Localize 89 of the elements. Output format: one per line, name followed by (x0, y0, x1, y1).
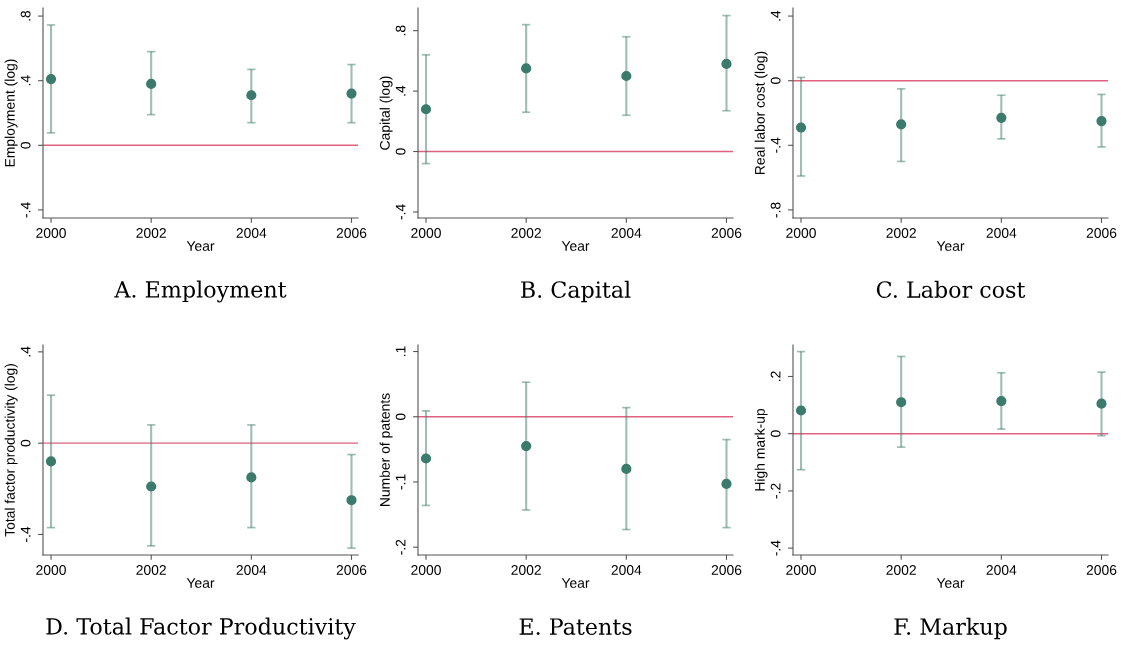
y-axis-title: Total factor productivity (log) (4, 364, 18, 537)
text: D. Total Factor Productivity (46, 617, 356, 640)
y-axis-title: High mark-up (754, 408, 768, 491)
x-tick-label: 2006 (1086, 228, 1117, 238)
x-axis-title: Year (936, 241, 965, 251)
y-tick-label: -.4 (395, 204, 406, 220)
y-tick-label: .8 (395, 25, 406, 36)
x-tick-label: 2004 (236, 565, 267, 575)
x-tick-label: 2004 (986, 228, 1017, 238)
x-tick-label: 2006 (336, 565, 367, 575)
point (521, 441, 532, 452)
y-tick-label: 0 (395, 148, 406, 155)
y-tick-label: .2 (770, 371, 781, 381)
x-tick-label: 2002 (886, 565, 916, 575)
x-tick-label: 2002 (136, 565, 166, 575)
y-tick-label: -.4 (770, 540, 781, 556)
x-axis-title: Year (186, 241, 215, 251)
point (996, 395, 1007, 407)
point (896, 119, 907, 130)
x-tick-label: 2000 (36, 565, 66, 575)
x-tick-label: 2006 (711, 228, 742, 238)
point (795, 122, 807, 133)
y-tick-label: .4 (20, 75, 31, 86)
x-tick-label: 2004 (611, 565, 642, 575)
text: F. Markup (894, 617, 1007, 640)
x-tick-label: 2000 (411, 565, 441, 575)
x-tick-label: 2002 (511, 565, 541, 575)
y-tick-label: -.2 (395, 539, 406, 555)
x-tick-label: 2006 (1086, 565, 1117, 575)
point (721, 478, 732, 489)
x-tick-label: 2006 (336, 228, 367, 238)
y-tick-label: .4 (395, 85, 406, 96)
point (246, 472, 257, 483)
point (146, 78, 157, 90)
y-tick-label: 0 (20, 439, 31, 447)
x-axis-title: Year (186, 578, 215, 588)
x-tick-label: 2000 (411, 228, 441, 238)
point (146, 481, 157, 492)
point (621, 70, 632, 82)
point (521, 63, 532, 74)
x-tick-label: 2004 (986, 565, 1017, 575)
point (346, 88, 357, 99)
point (621, 463, 632, 474)
text: E. Patents (519, 618, 632, 635)
y-tick-label: .4 (20, 346, 31, 357)
point (45, 73, 57, 85)
y-tick-label: -.2 (770, 483, 781, 499)
text: A. Employment (114, 280, 287, 303)
x-axis-title: Year (561, 578, 590, 588)
point (45, 456, 57, 467)
y-tick-label: 0 (770, 77, 781, 85)
point (996, 112, 1007, 123)
point (721, 58, 732, 69)
y-tick-label: -.4 (770, 137, 781, 153)
point (246, 90, 257, 101)
x-tick-label: 2006 (711, 565, 742, 575)
y-axis-title: Capital (log) (379, 76, 393, 150)
text: C. Labor cost (876, 280, 1026, 298)
x-tick-label: 2004 (236, 228, 267, 238)
point (1096, 115, 1107, 127)
point (420, 453, 432, 464)
point (346, 495, 357, 506)
y-tick-label: 0 (770, 430, 781, 438)
x-tick-label: 2002 (136, 228, 166, 238)
y-tick-label: -.4 (20, 526, 31, 542)
point (1096, 398, 1107, 409)
x-tick-label: 2000 (786, 565, 816, 575)
y-axis-title: Employment (log) (4, 59, 18, 167)
y-tick-label: -.4 (20, 202, 31, 218)
point (420, 104, 432, 115)
y-axis-title: Real labor cost (log) (754, 51, 768, 174)
x-axis-title: Year (936, 578, 965, 588)
text: B. Capital (521, 280, 631, 303)
y-tick-label: .4 (770, 10, 781, 21)
point (896, 397, 907, 408)
y-tick-label: .1 (395, 346, 406, 357)
x-tick-label: 2000 (786, 228, 816, 238)
x-tick-label: 2002 (886, 228, 916, 238)
y-tick-label: -.8 (770, 202, 781, 218)
x-tick-label: 2002 (511, 228, 541, 238)
x-axis-title: Year (561, 241, 590, 251)
y-tick-label: 0 (395, 413, 406, 421)
x-tick-label: 2004 (611, 228, 642, 238)
y-axis-title: Number of patents (379, 393, 393, 506)
y-tick-label: 0 (20, 141, 31, 149)
point (795, 405, 807, 416)
y-tick-label: .8 (20, 10, 31, 21)
x-tick-label: 2000 (36, 228, 66, 238)
y-tick-label: -.1 (395, 474, 406, 490)
